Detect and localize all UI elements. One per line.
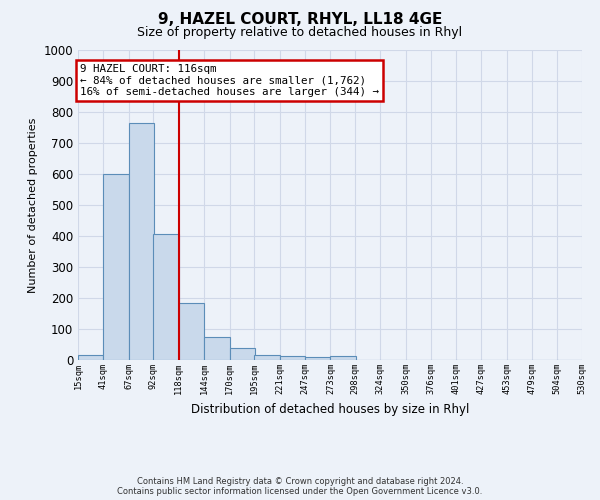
Text: 9, HAZEL COURT, RHYL, LL18 4GE: 9, HAZEL COURT, RHYL, LL18 4GE xyxy=(158,12,442,28)
Bar xyxy=(254,356,280,360)
Text: Contains HM Land Registry data © Crown copyright and database right 2024.
Contai: Contains HM Land Registry data © Crown c… xyxy=(118,476,482,496)
Text: 9 HAZEL COURT: 116sqm
← 84% of detached houses are smaller (1,762)
16% of semi-d: 9 HAZEL COURT: 116sqm ← 84% of detached … xyxy=(80,64,379,97)
Bar xyxy=(305,357,331,360)
Bar xyxy=(331,356,356,360)
Bar xyxy=(78,356,103,360)
Bar xyxy=(129,123,154,360)
Bar xyxy=(204,337,230,360)
Bar xyxy=(103,174,129,360)
X-axis label: Distribution of detached houses by size in Rhyl: Distribution of detached houses by size … xyxy=(191,402,469,415)
Text: Size of property relative to detached houses in Rhyl: Size of property relative to detached ho… xyxy=(137,26,463,39)
Bar xyxy=(280,356,305,360)
Bar xyxy=(230,348,255,360)
Y-axis label: Number of detached properties: Number of detached properties xyxy=(28,118,38,292)
Bar xyxy=(154,234,179,360)
Bar xyxy=(179,302,204,360)
